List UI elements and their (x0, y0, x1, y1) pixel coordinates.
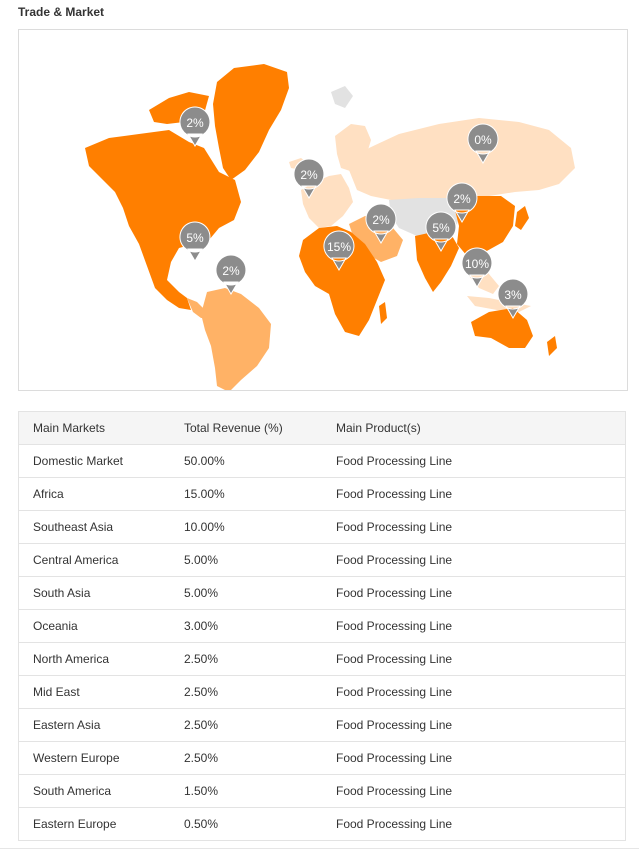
pin-label: 15% (327, 240, 351, 254)
south-asia-shape (415, 232, 459, 292)
table-row: Western Europe 2.50% Food Processing Lin… (18, 741, 626, 775)
revenue-cell: 2.50% (170, 708, 322, 742)
revenue-cell: 1.50% (170, 774, 322, 808)
product-cell: Food Processing Line (322, 741, 626, 775)
table-row: South America 1.50% Food Processing Line (18, 774, 626, 808)
market-cell: Africa (18, 477, 170, 511)
table-row: Southeast Asia 10.00% Food Processing Li… (18, 510, 626, 544)
pin-label: 3% (504, 288, 522, 302)
table-row: North America 2.50% Food Processing Line (18, 642, 626, 676)
market-cell: Central America (18, 543, 170, 577)
market-cell: Southeast Asia (18, 510, 170, 544)
market-cell: Eastern Europe (18, 807, 170, 841)
revenue-cell: 2.50% (170, 741, 322, 775)
pin-label: 2% (300, 168, 318, 182)
market-cell: South Asia (18, 576, 170, 610)
madagascar-shape (379, 302, 387, 324)
australia-shape (471, 308, 533, 348)
markets-table: Main Markets Total Revenue (%) Main Prod… (18, 411, 626, 841)
pin-label: 5% (432, 221, 450, 235)
market-cell: Oceania (18, 609, 170, 643)
product-cell: Food Processing Line (322, 675, 626, 709)
svalbard-shape (331, 86, 353, 108)
revenue-cell: 0.50% (170, 807, 322, 841)
revenue-cell: 5.00% (170, 576, 322, 610)
pin-south-america[interactable]: 2% (215, 254, 247, 295)
table-row: Domestic Market 50.00% Food Processing L… (18, 444, 626, 478)
table-row: Mid East 2.50% Food Processing Line (18, 675, 626, 709)
pin-central-america[interactable]: 5% (179, 221, 211, 262)
header-main-products: Main Product(s) (322, 411, 626, 445)
market-cell: Eastern Asia (18, 708, 170, 742)
revenue-cell: 3.00% (170, 609, 322, 643)
product-cell: Food Processing Line (322, 609, 626, 643)
market-cell: North America (18, 642, 170, 676)
pin-north-america[interactable]: 2% (179, 106, 211, 147)
western-europe-shape (301, 174, 353, 228)
world-map: 2% 5% 2% 2% 15% 2% (18, 29, 628, 391)
south-america-shape (201, 288, 271, 390)
table-header-row: Main Markets Total Revenue (%) Main Prod… (18, 411, 626, 445)
pin-label: 2% (372, 213, 390, 227)
eastern-europe-shape (349, 118, 575, 202)
greenland-shape (213, 64, 289, 180)
pin-mid-east[interactable]: 2% (365, 203, 397, 244)
product-cell: Food Processing Line (322, 444, 626, 478)
product-cell: Food Processing Line (322, 642, 626, 676)
header-main-markets: Main Markets (18, 411, 170, 445)
product-cell: Food Processing Line (322, 774, 626, 808)
market-cell: Domestic Market (18, 444, 170, 478)
indonesia-shape (467, 296, 531, 312)
revenue-cell: 15.00% (170, 477, 322, 511)
japan-shape (515, 206, 529, 230)
revenue-cell: 5.00% (170, 543, 322, 577)
pin-africa[interactable]: 15% (323, 230, 355, 271)
pin-label: 10% (465, 257, 489, 271)
pin-western-europe[interactable]: 2% (293, 158, 325, 199)
pin-label: 2% (222, 264, 240, 278)
product-cell: Food Processing Line (322, 807, 626, 841)
pin-eastern-europe[interactable]: 0% (467, 123, 499, 164)
pin-eastern-asia[interactable]: 2% (446, 182, 478, 223)
table-row: Africa 15.00% Food Processing Line (18, 477, 626, 511)
pin-label: 5% (186, 231, 204, 245)
north-america-shape (85, 130, 241, 310)
product-cell: Food Processing Line (322, 510, 626, 544)
pin-label: 0% (474, 133, 492, 147)
market-cell: Mid East (18, 675, 170, 709)
pin-oceania[interactable]: 3% (497, 278, 529, 319)
revenue-cell: 50.00% (170, 444, 322, 478)
table-row: Eastern Asia 2.50% Food Processing Line (18, 708, 626, 742)
product-cell: Food Processing Line (322, 576, 626, 610)
product-cell: Food Processing Line (322, 543, 626, 577)
revenue-cell: 10.00% (170, 510, 322, 544)
africa-shape (299, 226, 385, 336)
world-map-svg: 2% 5% 2% 2% 15% 2% (85, 64, 575, 390)
market-cell: Western Europe (18, 741, 170, 775)
table-row: Oceania 3.00% Food Processing Line (18, 609, 626, 643)
revenue-cell: 2.50% (170, 675, 322, 709)
revenue-cell: 2.50% (170, 642, 322, 676)
product-cell: Food Processing Line (322, 477, 626, 511)
product-cell: Food Processing Line (322, 708, 626, 742)
table-row: Eastern Europe 0.50% Food Processing Lin… (18, 807, 626, 841)
map-pins: 2% 5% 2% 2% 15% 2% (179, 106, 529, 319)
market-cell: South America (18, 774, 170, 808)
new-zealand-shape (547, 336, 557, 356)
pin-southeast-asia[interactable]: 10% (461, 247, 493, 288)
table-row: South Asia 5.00% Food Processing Line (18, 576, 626, 610)
bottom-divider (0, 848, 639, 849)
pin-label: 2% (186, 116, 204, 130)
pin-south-asia[interactable]: 5% (425, 211, 457, 252)
table-row: Central America 5.00% Food Processing Li… (18, 543, 626, 577)
pin-label: 2% (453, 192, 471, 206)
section-title: Trade & Market (18, 5, 105, 19)
header-total-revenue: Total Revenue (%) (170, 411, 322, 445)
